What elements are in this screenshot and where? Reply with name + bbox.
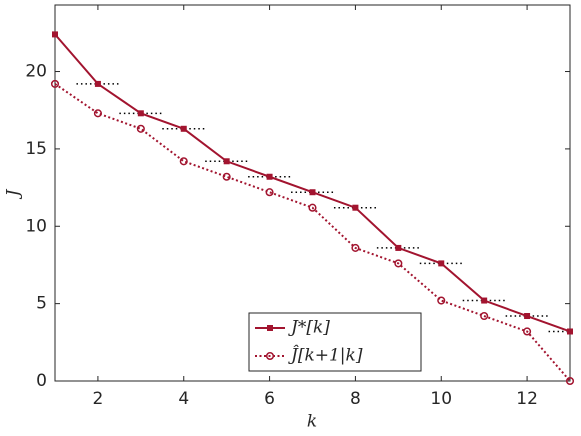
- y-axis-label: J: [4, 188, 24, 199]
- y-tick-label: 5: [36, 294, 47, 314]
- marker: [266, 173, 273, 180]
- marker: [524, 313, 531, 320]
- legend-label: J*[k]: [288, 318, 330, 338]
- marker: [136, 124, 145, 133]
- marker: [395, 244, 402, 251]
- series-line: [54, 83, 571, 382]
- legend: J*[k] Ĵ[k+1|k]: [248, 312, 422, 372]
- legend-marker: [267, 325, 273, 331]
- marker: [223, 158, 230, 165]
- marker: [394, 259, 403, 268]
- x-tick-label: 4: [178, 389, 189, 409]
- marker: [137, 110, 144, 117]
- x-tick-label: 10: [430, 389, 452, 409]
- marker: [438, 260, 445, 267]
- marker: [308, 203, 317, 212]
- marker: [351, 243, 360, 252]
- y-tick-label: 0: [36, 371, 47, 391]
- marker: [481, 297, 488, 304]
- marker: [52, 31, 58, 38]
- marker: [50, 79, 60, 88]
- marker: [222, 172, 231, 181]
- marker: [352, 204, 359, 211]
- marker: [565, 376, 575, 386]
- marker: [523, 327, 532, 336]
- marker: [93, 109, 102, 118]
- x-axis-label: k: [307, 412, 317, 432]
- marker: [180, 125, 187, 132]
- legend-marker: [265, 351, 275, 361]
- x-tick-label: 6: [264, 389, 275, 409]
- x-tick-label: 8: [350, 389, 361, 409]
- y-tick-label: 20: [25, 62, 47, 82]
- legend-label: Ĵ[k+1|k]: [288, 346, 363, 366]
- marker: [179, 157, 188, 166]
- y-tick-label: 15: [25, 139, 47, 159]
- marker: [567, 328, 573, 335]
- marker: [265, 188, 274, 197]
- marker: [437, 296, 446, 305]
- x-tick-label: 2: [93, 389, 104, 409]
- marker: [94, 80, 101, 87]
- legend-box: [248, 312, 422, 372]
- marker: [309, 189, 316, 196]
- series-line: [54, 33, 571, 333]
- plot-area: [54, 4, 571, 382]
- x-tick-label: 12: [516, 389, 538, 409]
- marker: [480, 311, 489, 321]
- y-tick-label: 10: [25, 216, 47, 236]
